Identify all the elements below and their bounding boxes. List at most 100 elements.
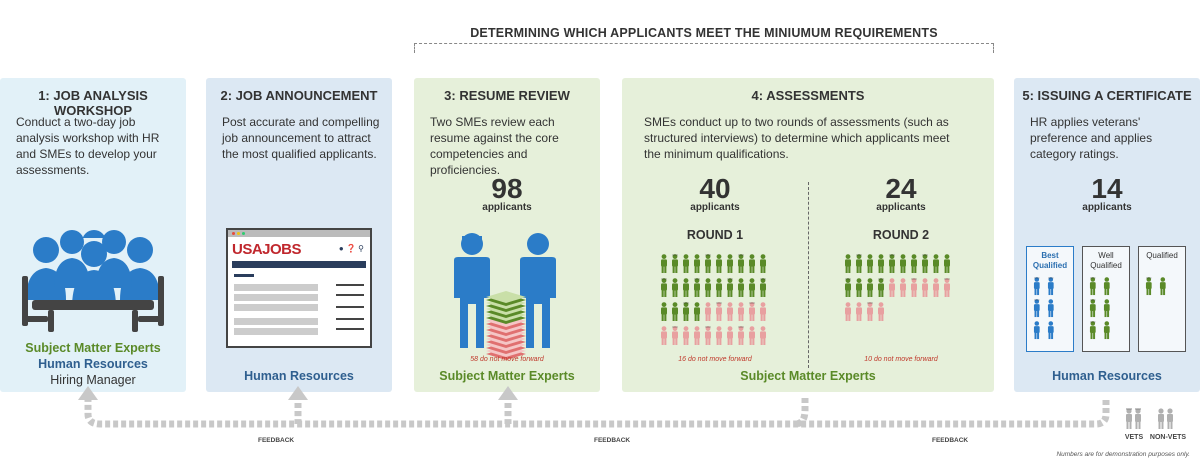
veteran-person-icon: [672, 326, 678, 345]
person-icon: [867, 254, 873, 273]
step-1-title: 1: JOB ANALYSIS WORKSHOP: [38, 88, 148, 118]
vets-legend-label: VETS: [1124, 434, 1144, 441]
person-icon: [749, 254, 755, 273]
browser-window-illustration: USAJOBS ● ❓ ⚲: [226, 228, 372, 348]
step-4-role: Subject Matter Experts: [740, 369, 876, 383]
well-qualified-label: Well Qualified: [1090, 251, 1122, 270]
round-1-people-grid: [661, 254, 766, 345]
step-4-description: SMEs conduct up to two rounds of assessm…: [644, 115, 950, 161]
step-4-panel: 4: ASSESSMENTS SMEs conduct up to two ro…: [622, 78, 994, 392]
person-icon: [738, 302, 744, 321]
person-icon: [900, 254, 906, 273]
person-icon: [727, 302, 733, 321]
round-1-count: 40: [699, 173, 731, 204]
person-icon: [716, 254, 722, 273]
veteran-person-icon: [694, 278, 700, 297]
person-icon: [867, 278, 873, 297]
category-qualified: Qualified: [1138, 246, 1186, 352]
person-icon: [1103, 299, 1110, 318]
person-icon: [760, 254, 766, 273]
round-2-count: 24: [885, 173, 917, 204]
step-3-panel: 3: RESUME REVIEW Two SMEs review each re…: [414, 78, 600, 392]
person-icon: [683, 326, 689, 345]
person-icon: [1033, 321, 1040, 340]
veteran-person-icon: [672, 254, 678, 273]
veteran-person-icon: [727, 278, 733, 297]
qualified-label: Qualified: [1146, 251, 1178, 260]
person-icon: [727, 326, 733, 345]
step-5-role: Human Resources: [1052, 369, 1162, 383]
banner-bracket: [414, 43, 994, 53]
step-3-note: 58 do not move forward: [470, 356, 544, 363]
person-icon: [672, 278, 678, 297]
veteran-person-icon: [1089, 299, 1096, 318]
veteran-person-icon: [1033, 277, 1040, 296]
step-1-description: Conduct a two-day job analysis workshop …: [16, 115, 160, 177]
non-vets-legend-icon: [1158, 408, 1173, 429]
veteran-person-icon: [889, 254, 895, 273]
nav-bar: [232, 261, 366, 268]
person-icon: [749, 326, 755, 345]
best-qualified-people: [1033, 277, 1054, 340]
person-icon: [661, 326, 667, 345]
person-icon: [1159, 277, 1166, 296]
disclaimer: Numbers are for demonstration purposes o…: [1056, 451, 1190, 458]
person-icon: [933, 278, 939, 297]
veteran-person-icon: [1047, 277, 1054, 296]
step-5-count-label: applicants: [1082, 202, 1132, 213]
step-3-count: 98: [491, 173, 523, 204]
veteran-person-icon: [738, 254, 744, 273]
round-2-label: ROUND 2: [872, 228, 930, 242]
step-3-title: 3: RESUME REVIEW: [444, 88, 570, 103]
vets-legend-icon: [1126, 408, 1141, 429]
role-hiring-manager: Hiring Manager: [50, 373, 136, 387]
veteran-person-icon: [738, 326, 744, 345]
usajobs-logo: USAJOBS: [232, 241, 302, 258]
veteran-person-icon: [661, 278, 667, 297]
veteran-person-icon: [705, 326, 711, 345]
person-icon: [760, 302, 766, 321]
veteran-person-icon: [911, 278, 917, 297]
workshop-meeting-icon: [22, 230, 164, 332]
feedback-label-2: FEEDBACK: [594, 437, 631, 444]
step-5-description: HR applies veterans' preference and appl…: [1030, 115, 1153, 161]
person-icon: [911, 254, 917, 273]
person-icon: [749, 278, 755, 297]
person-icon: [727, 254, 733, 273]
veteran-person-icon: [705, 254, 711, 273]
veteran-person-icon: [1089, 321, 1096, 340]
best-qualified-label: Best Qualified: [1032, 251, 1068, 270]
veteran-person-icon: [1089, 277, 1096, 296]
veteran-person-icon: [856, 254, 862, 273]
round-1-label: ROUND 1: [686, 228, 744, 242]
person-icon: [694, 326, 700, 345]
veteran-person-icon: [944, 278, 950, 297]
veteran-person-icon: [1033, 299, 1040, 318]
person-icon: [856, 278, 862, 297]
person-icon: [661, 302, 667, 321]
person-icon: [716, 326, 722, 345]
veteran-person-icon: [878, 278, 884, 297]
person-icon: [661, 254, 667, 273]
step-5-title: 5: ISSUING A CERTIFICATE: [1022, 88, 1192, 103]
person-icon: [900, 278, 906, 297]
person-icon: [694, 254, 700, 273]
round-1-note: 16 do not move forward: [678, 356, 752, 363]
person-icon: [1103, 277, 1110, 296]
veteran-person-icon: [867, 302, 873, 321]
person-icon: [878, 302, 884, 321]
person-icon: [922, 278, 928, 297]
person-icon: [705, 278, 711, 297]
step-2-role: Human Resources: [244, 369, 354, 383]
qualified-people: [1145, 277, 1166, 296]
round-2-note: 10 do not move forward: [864, 356, 938, 363]
browser-titlebar: [228, 230, 370, 237]
round-1-count-label: applicants: [690, 202, 740, 213]
veteran-person-icon: [1145, 277, 1152, 296]
step-5-count: 14: [1091, 173, 1123, 204]
person-icon: [738, 278, 744, 297]
step-2-title: 2: JOB ANNOUNCEMENT: [220, 88, 378, 103]
veteran-person-icon: [922, 254, 928, 273]
person-icon: [705, 302, 711, 321]
person-icon: [845, 302, 851, 321]
